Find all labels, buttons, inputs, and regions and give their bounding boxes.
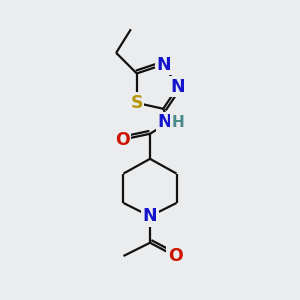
Text: N: N bbox=[158, 113, 172, 131]
Text: O: O bbox=[168, 247, 182, 265]
Text: H: H bbox=[172, 115, 184, 130]
Text: S: S bbox=[130, 94, 143, 112]
Text: N: N bbox=[171, 78, 185, 96]
Text: N: N bbox=[143, 207, 157, 225]
Text: N: N bbox=[156, 56, 171, 74]
Text: O: O bbox=[115, 131, 129, 149]
